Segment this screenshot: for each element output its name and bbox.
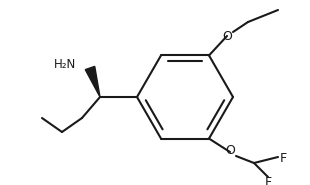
- Text: F: F: [264, 176, 272, 185]
- Text: O: O: [222, 31, 232, 43]
- Polygon shape: [85, 66, 100, 97]
- Text: F: F: [280, 152, 287, 164]
- Text: H₂N: H₂N: [54, 58, 76, 71]
- Text: O: O: [225, 144, 235, 157]
